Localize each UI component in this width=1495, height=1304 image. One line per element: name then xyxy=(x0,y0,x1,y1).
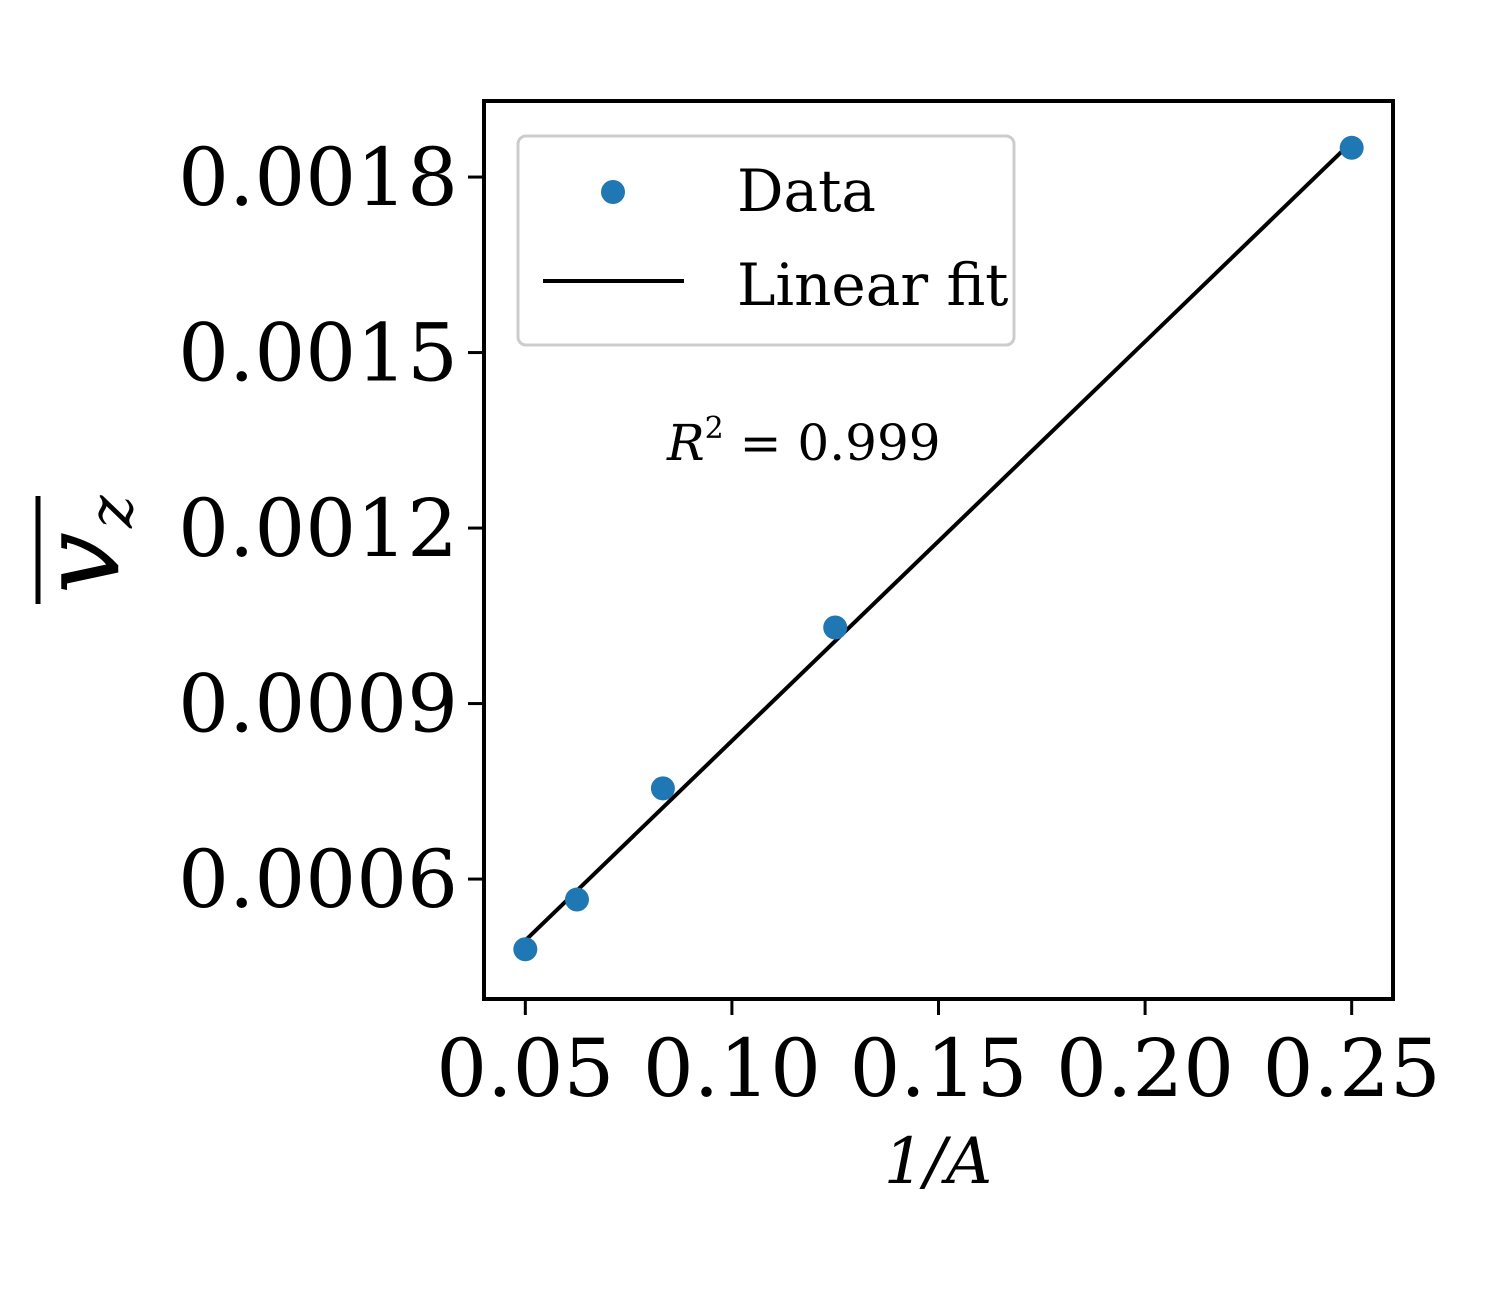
r-squared-annotation: R2 = 0.999 xyxy=(666,411,941,472)
y-axis-ticks: 0.0006 0.0009 0.0012 0.0015 0.0018 xyxy=(178,131,484,926)
y-axis-label-main: v xyxy=(16,532,144,594)
linear-fit-line xyxy=(523,140,1354,942)
data-point xyxy=(513,937,538,962)
data-points xyxy=(513,135,1364,962)
data-point xyxy=(1339,135,1364,160)
y-axis-label-subscript: z xyxy=(74,495,147,529)
r-squared-exponent: 2 xyxy=(705,411,724,446)
r-squared-symbol: R xyxy=(666,414,705,472)
data-point xyxy=(650,776,675,801)
y-tick-label: 0.0018 xyxy=(178,131,458,224)
data-point xyxy=(823,615,848,640)
y-tick-label: 0.0006 xyxy=(178,833,458,926)
r-squared-value: = 0.999 xyxy=(724,414,941,472)
x-axis-ticks: 0.05 0.10 0.15 0.20 0.25 xyxy=(436,999,1441,1115)
y-tick-label: 0.0015 xyxy=(178,307,458,400)
y-tick-label: 0.0012 xyxy=(178,482,458,575)
x-axis-label: 1/A xyxy=(884,1125,993,1199)
x-tick-label: 0.10 xyxy=(643,1022,821,1115)
legend: Data Linear fit xyxy=(516,134,1016,347)
legend-data-label: Data xyxy=(737,157,876,225)
data-point xyxy=(564,887,589,912)
legend-box xyxy=(516,134,1016,347)
x-tick-label: 0.15 xyxy=(849,1022,1027,1115)
y-tick-label: 0.0009 xyxy=(178,658,458,751)
legend-fit-label: Linear fit xyxy=(737,251,1008,319)
x-tick-label: 0.05 xyxy=(436,1022,614,1115)
x-tick-label: 0.20 xyxy=(1056,1022,1234,1115)
x-tick-label: 0.25 xyxy=(1263,1022,1441,1115)
legend-data-marker xyxy=(601,180,625,204)
y-axis-label: v z xyxy=(16,495,147,604)
